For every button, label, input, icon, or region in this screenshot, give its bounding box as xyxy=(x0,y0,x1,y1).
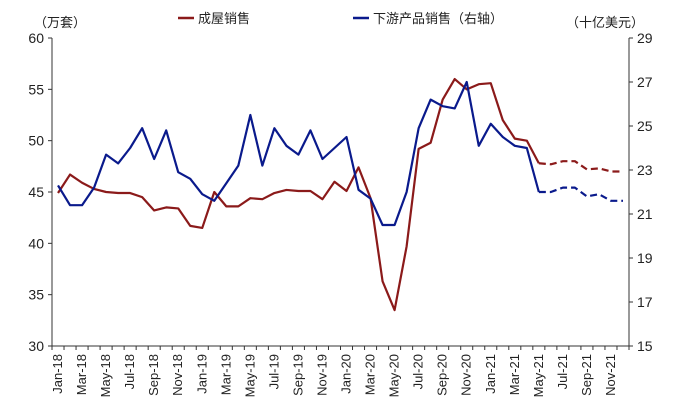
x-axis-tick-label: Jul-19 xyxy=(266,354,281,389)
x-axis-tick-label: Sep-18 xyxy=(146,354,161,396)
x-axis-tick-label: May-20 xyxy=(387,354,402,397)
legend-label-downstream-sales: 下游产品销售（右轴） xyxy=(373,11,503,27)
x-axis-tick-label: Mar-21 xyxy=(507,354,522,395)
x-axis-tick-label: Jan-20 xyxy=(339,354,354,394)
left-axis-tick-label: 30 xyxy=(28,338,44,354)
x-axis-tick-label: Nov-21 xyxy=(603,354,618,396)
x-axis-tick-label: May-19 xyxy=(242,354,257,397)
series-line-1-solid xyxy=(57,80,540,227)
left-axis-tick-label: 60 xyxy=(28,30,44,46)
right-axis-tick-label: 15 xyxy=(637,338,653,354)
legend-label-home-sales: 成屋销售 xyxy=(198,11,250,27)
x-axis-tick-label: Jan-19 xyxy=(194,354,209,394)
x-axis-tick-label: Jan-18 xyxy=(50,354,65,394)
left-axis-tick-label: 50 xyxy=(28,133,44,149)
right-axis-tick-label: 23 xyxy=(637,162,653,178)
x-axis-tick-label: Jul-20 xyxy=(411,354,426,389)
left-axis-tick-label: 55 xyxy=(28,81,44,97)
right-axis-tick-label: 27 xyxy=(637,74,653,90)
right-axis-tick-label: 17 xyxy=(637,294,653,310)
left-axis-tick-label: 45 xyxy=(28,184,44,200)
x-axis-tick-label: Sep-20 xyxy=(435,354,450,396)
series-lines xyxy=(57,77,623,312)
x-axis-tick-label: Mar-20 xyxy=(363,354,378,395)
axes: 30 35 40 45 50 55 60 15 17 19 21 23 25 27 29 Jan-18 Mar-… xyxy=(28,30,652,397)
series-line-1-forecast xyxy=(538,186,623,202)
legend: 成屋销售 下游产品销售（右轴） xyxy=(178,11,503,27)
x-axis-tick-label: Sep-21 xyxy=(579,354,594,396)
right-unit-label: （十亿美元） xyxy=(566,16,644,31)
left-axis-tick-label: 40 xyxy=(28,235,44,251)
left-unit-label: （万套） xyxy=(34,15,86,31)
right-axis-tick-label: 21 xyxy=(637,206,653,222)
x-axis-tick-label: Mar-19 xyxy=(218,354,233,395)
right-axis-tick-label: 19 xyxy=(637,250,653,266)
left-axis-tick-label: 35 xyxy=(28,287,44,303)
x-axis-tick-label: Jan-21 xyxy=(483,354,498,394)
series-line-0-forecast xyxy=(538,160,623,173)
x-axis-tick-label: Nov-19 xyxy=(314,354,329,396)
x-axis-tick-label: Nov-18 xyxy=(170,354,185,396)
x-axis-tick-label: Sep-19 xyxy=(290,354,305,396)
x-axis-tick-label: Nov-20 xyxy=(459,354,474,396)
x-axis-tick-label: Jul-18 xyxy=(122,354,137,389)
x-axis-tick-label: May-18 xyxy=(98,354,113,397)
series-line-0-solid xyxy=(57,77,540,312)
x-axis-tick-label: May-21 xyxy=(531,354,546,397)
right-axis-tick-label: 25 xyxy=(637,118,653,134)
right-axis-tick-label: 29 xyxy=(637,30,653,46)
x-axis-tick-label: Mar-18 xyxy=(74,354,89,395)
x-axis-tick-label: Jul-21 xyxy=(555,354,570,389)
